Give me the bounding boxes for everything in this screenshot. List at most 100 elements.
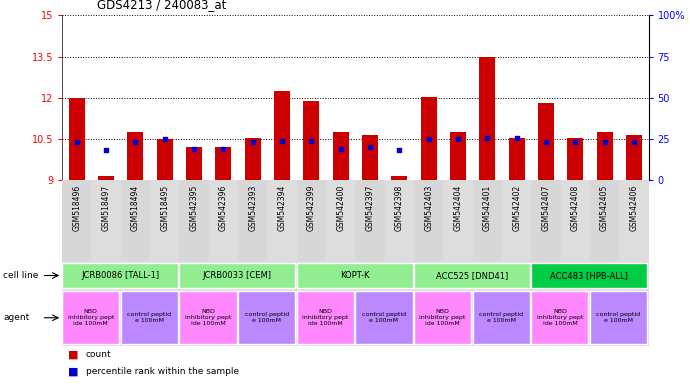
Bar (531, 291, 589, 344)
Bar (245, 138, 261, 180)
Text: NBD
inhibitory pept
ide 100mM: NBD inhibitory pept ide 100mM (537, 310, 583, 326)
Bar (62, 180, 91, 261)
Text: GSM542401: GSM542401 (483, 185, 492, 231)
Text: NBD
inhibitory pept
ide 100mM: NBD inhibitory pept ide 100mM (68, 310, 114, 326)
Text: ■: ■ (68, 349, 79, 359)
Bar (626, 135, 642, 180)
Point (482, 135, 493, 141)
Bar (297, 291, 354, 344)
Text: NBD
inhibitory pept
ide 100mM: NBD inhibitory pept ide 100mM (185, 310, 231, 326)
Bar (268, 180, 297, 261)
Text: GSM542398: GSM542398 (395, 185, 404, 231)
Bar (531, 180, 560, 261)
Point (101, 147, 112, 153)
Bar (304, 101, 319, 180)
Bar (362, 135, 378, 180)
Text: JCRB0033 [CEM]: JCRB0033 [CEM] (203, 271, 272, 280)
Bar (538, 103, 554, 180)
Bar (215, 147, 231, 180)
Bar (128, 132, 144, 180)
Bar (238, 291, 295, 344)
Point (335, 146, 346, 152)
Text: GSM542406: GSM542406 (629, 185, 638, 231)
Bar (480, 56, 495, 180)
Bar (502, 180, 531, 261)
Text: control peptid
e 100mM: control peptid e 100mM (244, 312, 288, 323)
Point (218, 146, 229, 152)
Point (511, 135, 522, 141)
Bar (91, 180, 121, 261)
Text: GSM542404: GSM542404 (453, 185, 462, 231)
Point (394, 147, 405, 153)
Text: GSM542403: GSM542403 (424, 185, 433, 231)
Bar (238, 180, 267, 261)
Point (453, 136, 464, 142)
Bar (62, 261, 649, 290)
Bar (509, 138, 524, 180)
Text: KOPT-K: KOPT-K (340, 271, 369, 280)
Point (130, 139, 141, 145)
Bar (560, 180, 590, 261)
Text: count: count (86, 350, 111, 359)
Bar (62, 291, 119, 344)
Text: GSM542395: GSM542395 (190, 185, 199, 231)
Bar (179, 180, 208, 261)
Bar (208, 180, 238, 261)
Text: GSM518495: GSM518495 (160, 185, 169, 231)
Bar (450, 132, 466, 180)
Text: GSM542396: GSM542396 (219, 185, 228, 231)
Bar (62, 290, 649, 346)
Text: GSM518496: GSM518496 (72, 185, 81, 231)
Bar (333, 132, 348, 180)
Bar (473, 291, 530, 344)
Bar (355, 291, 413, 344)
Text: GSM542394: GSM542394 (277, 185, 286, 231)
Point (188, 146, 199, 152)
Point (277, 137, 288, 144)
Text: ACC483 [HPB-ALL]: ACC483 [HPB-ALL] (551, 271, 628, 280)
Point (570, 139, 581, 145)
Bar (391, 176, 407, 180)
Text: GSM542408: GSM542408 (571, 185, 580, 231)
Text: agent: agent (3, 313, 30, 322)
Point (159, 136, 170, 142)
Bar (157, 139, 172, 180)
Bar (69, 98, 85, 180)
Bar (62, 180, 649, 261)
Bar (326, 180, 355, 261)
Bar (597, 132, 613, 180)
Point (306, 137, 317, 144)
Text: GSM518494: GSM518494 (131, 185, 140, 231)
Bar (355, 180, 385, 261)
Point (599, 139, 610, 145)
Bar (414, 291, 471, 344)
Bar (98, 176, 114, 180)
Text: GSM542407: GSM542407 (542, 185, 551, 231)
Bar (274, 91, 290, 180)
Bar (590, 291, 647, 344)
Text: GSM542402: GSM542402 (512, 185, 521, 231)
Text: control peptid
e 100mM: control peptid e 100mM (479, 312, 523, 323)
Text: JCRB0086 [TALL-1]: JCRB0086 [TALL-1] (81, 271, 159, 280)
Bar (590, 180, 619, 261)
Bar (414, 263, 530, 288)
Text: GSM542397: GSM542397 (366, 185, 375, 231)
Bar (619, 180, 649, 261)
Bar (179, 291, 237, 344)
Bar (179, 263, 295, 288)
Bar (62, 263, 178, 288)
Bar (443, 180, 473, 261)
Bar (297, 263, 413, 288)
Bar (297, 180, 326, 261)
Point (540, 139, 551, 145)
Text: NBD
inhibitory pept
ide 100mM: NBD inhibitory pept ide 100mM (420, 310, 466, 326)
Text: cell line: cell line (3, 271, 39, 280)
Bar (421, 96, 437, 180)
Bar (121, 291, 178, 344)
Text: percentile rank within the sample: percentile rank within the sample (86, 367, 239, 376)
Bar (414, 180, 443, 261)
Text: ■: ■ (68, 366, 79, 377)
Text: GSM542399: GSM542399 (307, 185, 316, 231)
Bar (150, 180, 179, 261)
Text: GDS4213 / 240083_at: GDS4213 / 240083_at (97, 0, 226, 12)
